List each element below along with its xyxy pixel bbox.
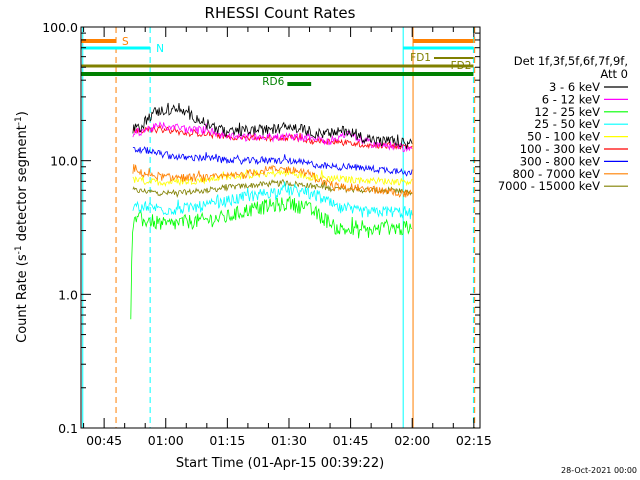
series-line-8	[132, 178, 413, 199]
legend-entry-label-0: 3 - 6 keV	[549, 80, 600, 94]
chart-title: RHESSI Count Rates	[205, 4, 356, 22]
flag-label-0: S	[122, 36, 129, 48]
legend-header-line2: Att 0	[600, 67, 628, 81]
series-line-4	[132, 168, 413, 187]
y-tick-label-3: 100.0	[42, 20, 78, 35]
x-axis-label: Start Time (01-Apr-15 00:39:22)	[176, 456, 384, 471]
flag-label-8: RD6	[262, 76, 284, 88]
legend-entry-label-8: 7000 - 15000 keV	[498, 179, 600, 193]
legend-entry-label-2: 12 - 25 keV	[534, 105, 600, 119]
footer-date: 28-Oct-2021 00:00	[561, 466, 637, 475]
y-tick-label-2: 10.0	[50, 154, 78, 169]
y-tick-label-0: 0.1	[58, 421, 78, 436]
legend: Det 1f,3f,5f,6f,7f,9f, Att 0 3 - 6 keV6 …	[498, 54, 628, 193]
legend-entry-label-7: 800 - 7000 keV	[512, 167, 600, 181]
x-tick-label-5: 02:00	[394, 433, 430, 448]
flag-label-1: N	[156, 43, 164, 55]
x-tick-label-2: 01:15	[209, 433, 245, 448]
y-axis-label-mid: detector segment	[15, 125, 30, 245]
vertical-markers	[82, 27, 476, 428]
series-line-6	[132, 146, 413, 177]
plot-frame	[80, 26, 481, 429]
legend-header-line1: Det 1f,3f,5f,6f,7f,9f,	[514, 54, 628, 68]
x-tick-label-3: 01:30	[271, 433, 307, 448]
y-axis-label-sup2: -1	[14, 116, 24, 125]
x-tick-label-0: 00:45	[86, 433, 122, 448]
legend-entry-label-1: 6 - 12 keV	[542, 92, 600, 106]
y-tick-label-1: 1.0	[58, 287, 78, 302]
legend-entry-label-5: 100 - 300 keV	[520, 142, 600, 156]
y-axis-label: Count Rate (s-1 detector segment-1)	[14, 111, 30, 343]
x-tick-label-1: 01:00	[148, 433, 184, 448]
x-tick-label-6: 02:15	[456, 433, 492, 448]
y-axis-label-sup1: -1	[14, 245, 24, 254]
series-line-7	[132, 164, 413, 198]
series-line-2	[130, 195, 413, 320]
flag-bars: SNFD1FD2RD6	[81, 36, 474, 88]
series-line-0	[132, 102, 413, 149]
legend-entry-label-4: 50 - 100 keV	[527, 130, 600, 144]
series-line-3	[132, 181, 413, 220]
legend-entry-label-6: 300 - 800 keV	[520, 154, 600, 168]
y-axis-label-main: Count Rate (s	[15, 254, 30, 343]
axes: 0.1 1.0 10.0 100.0 00:45 01:00 01:15 01:30 01:45…	[42, 20, 492, 448]
series-line-5	[132, 124, 413, 150]
y-axis-label-end: )	[15, 111, 30, 116]
x-tick-label-4: 01:45	[333, 433, 369, 448]
series-lines	[130, 102, 413, 320]
legend-entry-label-3: 25 - 50 keV	[534, 117, 600, 131]
flag-label-4: FD1	[410, 52, 431, 64]
